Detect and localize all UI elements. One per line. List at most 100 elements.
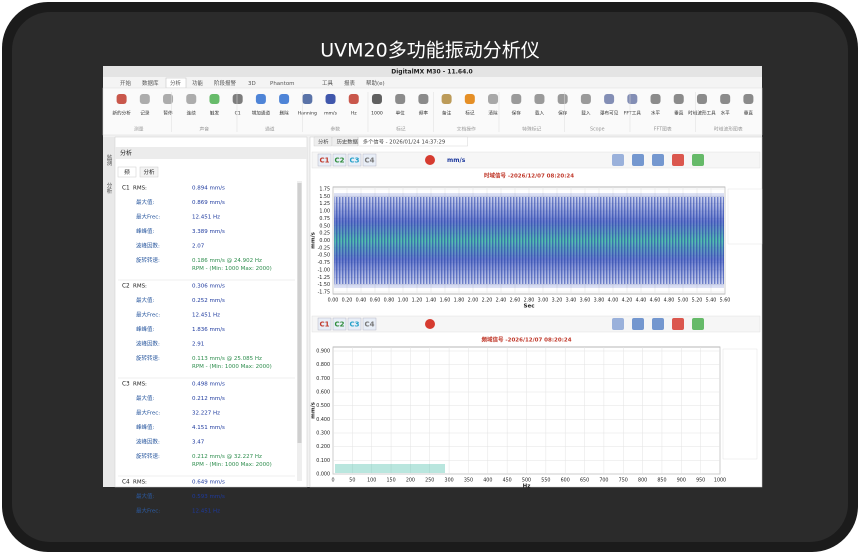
menu-tab[interactable]: 数据库 [142, 79, 159, 87]
channel-button-box[interactable] [347, 153, 362, 167]
channel-button[interactable]: C2 [334, 321, 344, 329]
ribbon-button-label[interactable]: 频率 [419, 110, 429, 117]
ribbon-icon[interactable] [650, 94, 661, 104]
ribbon-button-label[interactable]: FFT工具 [624, 111, 642, 117]
channel-button[interactable]: C1 [319, 157, 329, 165]
ribbon-icon[interactable] [325, 94, 336, 104]
ribbon-icon[interactable] [395, 94, 406, 104]
ribbon-button-label[interactable]: 1000 [371, 111, 383, 117]
ribbon-button-label[interactable]: 连续 [187, 110, 197, 117]
menu-tab[interactable]: 阶段报警 [214, 79, 237, 87]
channel-button[interactable]: C1 [319, 321, 329, 329]
ribbon-button-label[interactable]: mm/s [324, 111, 337, 117]
menu-tab[interactable]: 报表 [344, 79, 356, 87]
doc-tab[interactable]: 历史数据 [337, 138, 359, 146]
ribbon-button-label[interactable]: 垂直 [674, 110, 684, 117]
toolbar-icon[interactable] [692, 154, 704, 166]
channel-button-box[interactable] [332, 153, 347, 167]
doc-tab-box[interactable] [358, 136, 468, 147]
ribbon-button-label[interactable]: 载入 [535, 110, 545, 117]
ribbon-icon[interactable] [673, 94, 684, 104]
ribbon-button-label[interactable]: 增加通道 [252, 110, 271, 117]
ribbon-icon[interactable] [696, 94, 707, 104]
toolbar-icon[interactable] [672, 318, 684, 330]
ribbon-icon[interactable] [488, 94, 499, 104]
ribbon-button-label[interactable]: C1 [235, 111, 241, 117]
ribbon-button-label[interactable]: 单位 [396, 110, 406, 117]
ribbon-button-label[interactable]: 暂停 [163, 110, 173, 117]
ribbon-icon[interactable] [604, 94, 615, 104]
ribbon-icon[interactable] [743, 94, 754, 104]
sub-tab[interactable]: 分析 [143, 168, 155, 176]
doc-tab-box[interactable] [313, 136, 332, 147]
ribbon-icon[interactable] [186, 94, 197, 104]
ribbon-button-label[interactable]: 瀑布可见 [600, 110, 619, 117]
channel-button-box[interactable] [362, 153, 377, 167]
ribbon-button-label[interactable]: 清除 [488, 110, 498, 117]
doc-tab-box[interactable] [332, 136, 359, 147]
stop-button[interactable] [425, 319, 435, 329]
channel-button-box[interactable] [347, 317, 362, 331]
menu-tab[interactable]: 功能 [192, 79, 204, 87]
menu-tab[interactable]: 工具 [322, 80, 334, 87]
toolbar-icon[interactable] [632, 318, 644, 330]
doc-tab[interactable]: 分析 [318, 138, 329, 146]
toolbar-icon[interactable] [652, 154, 664, 166]
ribbon-icon[interactable] [348, 94, 359, 104]
ribbon-icon[interactable] [139, 94, 150, 104]
ribbon-icon[interactable] [580, 94, 591, 104]
channel-button-box[interactable] [332, 317, 347, 331]
stop-button[interactable] [425, 155, 435, 165]
ribbon-button-label[interactable]: 垂直 [744, 110, 754, 117]
ribbon-button-label[interactable]: 触发 [210, 110, 220, 117]
ribbon-icon[interactable] [464, 94, 475, 104]
ribbon-button-label[interactable]: 记录 [140, 110, 150, 117]
channel-button[interactable]: C3 [349, 157, 359, 165]
ribbon-icon[interactable] [116, 94, 127, 104]
channel-button-box[interactable] [317, 317, 332, 331]
ribbon-button-label[interactable]: 删除 [280, 110, 290, 117]
toolbar-icon[interactable] [672, 154, 684, 166]
toolbar-icon[interactable] [612, 154, 624, 166]
toolbar-icon[interactable] [612, 318, 624, 330]
ribbon-icon[interactable] [371, 94, 382, 104]
channel-button[interactable]: C3 [349, 321, 359, 329]
channel-button[interactable]: C4 [364, 157, 374, 165]
ribbon-icon[interactable] [441, 94, 452, 104]
sub-tab-box[interactable] [139, 166, 159, 178]
scroll-thumb[interactable] [297, 183, 302, 443]
ribbon-button-label[interactable]: Hanning [298, 111, 317, 117]
ribbon-icon[interactable] [627, 94, 638, 104]
channel-button[interactable]: C2 [334, 157, 344, 165]
menu-tab[interactable]: 3D [248, 81, 256, 87]
ribbon-icon[interactable] [720, 94, 731, 104]
ribbon-button-label[interactable]: Hz [351, 111, 357, 117]
sub-tab-box[interactable] [117, 166, 137, 178]
side-tab[interactable]: 分析 [106, 181, 113, 195]
toolbar-icon[interactable] [652, 318, 664, 330]
toolbar-icon[interactable] [692, 318, 704, 330]
menu-tab[interactable]: Phantom [270, 81, 295, 87]
ribbon-icon[interactable] [255, 94, 266, 104]
ribbon-button-label[interactable]: 备注 [442, 110, 452, 117]
ribbon-button-label[interactable]: 新的分析 [112, 110, 131, 117]
side-tab[interactable]: 监测 [106, 153, 113, 167]
ribbon-button-label[interactable]: 水平 [721, 110, 731, 117]
toolbar-icon[interactable] [632, 154, 644, 166]
ribbon-icon[interactable] [302, 94, 313, 104]
ribbon-button-label[interactable]: 时域波形工具 [688, 110, 716, 117]
ribbon-button-label[interactable]: 保存 [512, 110, 522, 117]
menu-tab[interactable]: 帮助(e) [366, 79, 385, 87]
ribbon-icon[interactable] [163, 94, 174, 104]
ribbon-button-label[interactable]: 水平 [651, 110, 661, 117]
unit-button[interactable]: mm/s [447, 157, 466, 164]
channel-button[interactable]: C4 [364, 321, 374, 329]
ribbon-icon[interactable] [511, 94, 522, 104]
ribbon-button-label[interactable]: 载入 [581, 110, 591, 117]
ribbon-icon[interactable] [209, 94, 220, 104]
ribbon-icon[interactable] [279, 94, 290, 104]
menu-tab[interactable]: 开始 [120, 79, 132, 87]
ribbon-icon[interactable] [534, 94, 545, 104]
doc-tab[interactable]: 多个信号 - 2026/01/24 14:37:29 [363, 138, 445, 146]
sub-tab[interactable]: 频 [124, 168, 130, 176]
